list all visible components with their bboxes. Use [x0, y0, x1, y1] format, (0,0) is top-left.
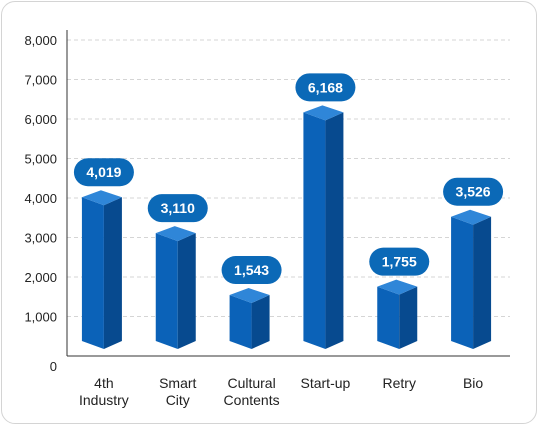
bar-front: [229, 295, 252, 349]
x-tick-label: Contents: [224, 392, 280, 408]
bar-front: [451, 216, 474, 349]
x-tick-label: Industry: [79, 392, 129, 408]
data-label-bubble: [295, 73, 356, 102]
bar-side: [103, 197, 122, 349]
y-tick-label: 6,000: [24, 112, 57, 127]
bar-top: [377, 279, 418, 295]
data-label-bubble: [147, 194, 208, 223]
bar-side: [177, 233, 196, 349]
y-tick-label: 4,000: [24, 191, 57, 206]
x-tick-label: City: [166, 392, 190, 408]
x-tick-label: Cultural: [227, 375, 275, 391]
data-label-bubble: [369, 247, 430, 276]
bar-side: [399, 286, 418, 349]
bar-front: [377, 286, 400, 349]
y-tick-label: 3,000: [24, 231, 57, 246]
x-tick-label: 4th: [94, 375, 113, 391]
y-tick-label: 0: [50, 359, 57, 374]
bar-front: [303, 112, 326, 349]
data-label-bubble: [73, 158, 134, 187]
grid-lines: [67, 39, 510, 317]
bars: 4,019 3,110 1,543 6,168 1,755 3,526: [73, 73, 504, 349]
data-label: 6,168: [308, 79, 343, 95]
bar-side: [325, 112, 344, 349]
bar-top: [303, 105, 344, 121]
x-tick-label: Retry: [383, 375, 416, 391]
bar-front: [155, 233, 178, 349]
y-tick-label: 5,000: [24, 152, 57, 167]
bar-side: [251, 295, 270, 349]
bar-side: [473, 216, 492, 349]
y-tick-label: 1,000: [24, 310, 57, 325]
data-label: 3,526: [456, 184, 491, 200]
data-label-bubble: [443, 177, 504, 206]
bar-top: [229, 288, 270, 304]
x-tick-label: Start-up: [301, 375, 351, 391]
bar-top: [155, 226, 196, 242]
bar-front: [81, 197, 104, 349]
y-tick-label: 8,000: [24, 33, 57, 48]
data-label: 1,755: [382, 254, 417, 270]
data-label: 4,019: [86, 164, 121, 180]
bar-top: [81, 190, 122, 206]
data-label-bubble: [221, 256, 282, 285]
x-tick-label: Smart: [159, 375, 196, 391]
data-label: 1,543: [234, 262, 269, 278]
data-label: 3,110: [161, 200, 195, 216]
x-tick-label: Bio: [463, 375, 483, 391]
y-axis-ticks: 0 1,000 2,000 3,000 4,000 5,000 6,000 7,000 8,00…: [24, 33, 57, 374]
y-tick-label: 2,000: [24, 270, 57, 285]
axes: [66, 30, 510, 357]
bar-top: [451, 209, 492, 225]
y-tick-label: 7,000: [24, 73, 57, 88]
